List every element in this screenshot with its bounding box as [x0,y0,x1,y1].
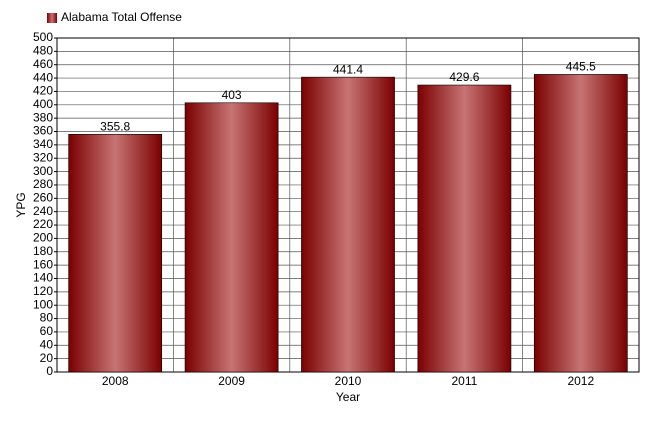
y-axis-title: YPG [14,192,28,217]
data-label: 441.4 [333,62,363,76]
y-tick-label: 280 [33,177,53,191]
x-axis-title: Year [336,390,360,404]
y-tick-label: 380 [33,110,53,124]
y-tick-label: 480 [33,44,53,58]
y-tick-label: 260 [33,190,53,204]
y-tick-label: 300 [33,164,53,178]
bar [184,102,279,373]
y-tick-label: 340 [33,137,53,151]
y-tick-label: 500 [33,30,53,44]
x-tick-label: 2009 [218,374,245,388]
y-tick-label: 320 [33,150,53,164]
y-tick-label: 440 [33,70,53,84]
y-tick-label: 0 [46,364,53,378]
data-label: 429.6 [449,70,479,84]
y-tick-label: 140 [33,271,53,285]
y-tick-label: 20 [40,351,54,365]
bar [533,74,628,373]
y-tick-label: 40 [40,337,54,351]
y-tick-label: 360 [33,124,53,138]
x-tick-label: 2012 [567,374,594,388]
y-tick-label: 460 [33,57,53,71]
y-tick-label: 180 [33,244,53,258]
data-label: 355.8 [100,119,130,133]
y-tick-label: 160 [33,257,53,271]
data-label: 403 [222,88,242,102]
y-tick-label: 100 [33,297,53,311]
bar [417,84,512,373]
y-tick-label: 240 [33,204,53,218]
x-tick-label: 2010 [335,374,362,388]
bar [68,134,163,373]
y-tick-label: 400 [33,97,53,111]
y-tick-label: 120 [33,284,53,298]
legend-swatch [47,13,57,23]
legend-label: Alabama Total Offense [61,10,182,24]
x-tick-label: 2011 [451,374,477,388]
y-tick-label: 80 [40,311,54,325]
y-tick-label: 220 [33,217,53,231]
x-tick-label: 2008 [102,374,129,388]
bar [301,76,395,373]
y-tick-label: 60 [40,324,54,338]
y-tick-label: 200 [33,231,53,245]
y-tick-label: 420 [33,84,53,98]
data-label: 445.5 [566,60,596,74]
